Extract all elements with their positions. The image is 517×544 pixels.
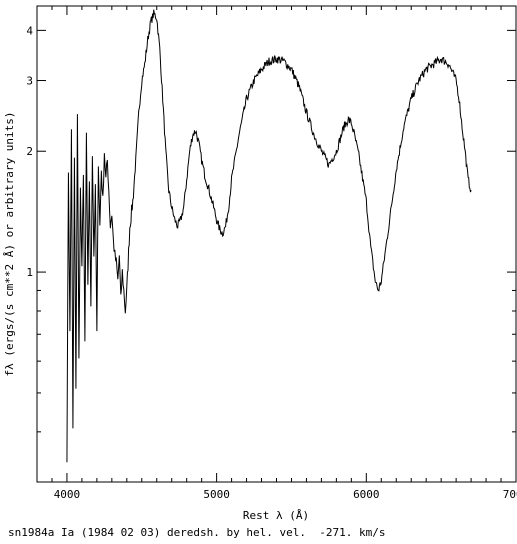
y-tick-label: 2 bbox=[26, 145, 33, 158]
axis-tick-labels: 4000 5000 6000 7000 1 2 3 4 bbox=[26, 24, 517, 501]
y-tick-label: 3 bbox=[26, 75, 33, 88]
x-axis-label: Rest λ (Å) bbox=[243, 509, 309, 522]
spectrum-series-line bbox=[66, 9, 472, 463]
y-tick-label: 1 bbox=[26, 266, 33, 279]
plot-frame bbox=[36, 5, 517, 483]
y-tick-label: 4 bbox=[26, 24, 33, 37]
x-tick-label: 7000 bbox=[503, 488, 517, 501]
x-tick-label: 6000 bbox=[353, 488, 380, 501]
x-tick-label: 4000 bbox=[54, 488, 81, 501]
x-tick-label: 5000 bbox=[203, 488, 230, 501]
y-axis-label: fλ (ergs/(s cm**2 Å) or arbitrary units) bbox=[3, 112, 16, 377]
axis-ticks bbox=[36, 6, 517, 483]
spectrum-caption: sn1984a Ia (1984 02 03) deredsh. by hel.… bbox=[8, 526, 386, 539]
